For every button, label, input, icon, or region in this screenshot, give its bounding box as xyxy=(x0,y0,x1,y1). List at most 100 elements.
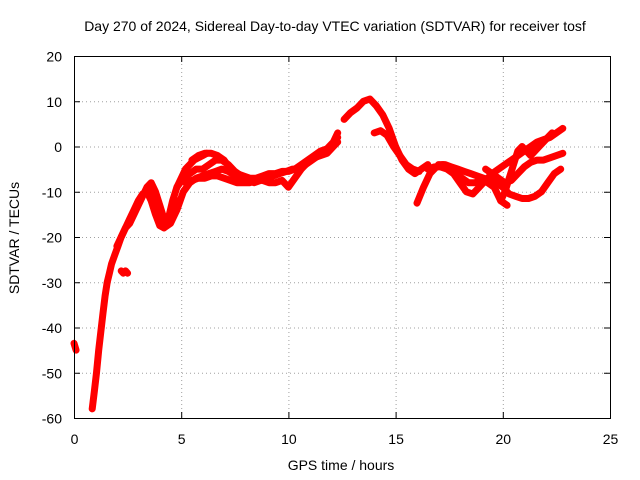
data-point-marker xyxy=(285,168,292,175)
series-arc-3 xyxy=(117,267,132,277)
series-trace xyxy=(117,267,132,277)
data-point-marker xyxy=(519,143,526,150)
data-point-marker xyxy=(317,148,324,155)
gridlines xyxy=(74,56,610,418)
data-point-marker xyxy=(471,179,478,186)
data-point-marker xyxy=(180,188,187,195)
series-arc-4 xyxy=(113,179,181,250)
y-tick-label: -40 xyxy=(42,320,62,336)
data-point-marker xyxy=(298,161,305,168)
data-point-marker xyxy=(188,157,195,164)
data-point-marker xyxy=(199,166,206,173)
y-tick-label: 0 xyxy=(54,139,62,155)
data-point-marker xyxy=(104,279,111,286)
data-point-marker xyxy=(384,132,391,139)
data-point-marker xyxy=(148,188,155,195)
data-point-marker xyxy=(135,202,142,209)
data-point-marker xyxy=(102,292,109,299)
data-point-marker xyxy=(195,175,202,182)
data-point-marker xyxy=(240,179,247,186)
data-point-marker xyxy=(396,152,403,159)
data-point-marker xyxy=(540,138,547,145)
x-tick-label: 0 xyxy=(71,431,79,447)
data-point-marker xyxy=(551,170,558,177)
data-point-marker xyxy=(441,161,448,168)
data-point-marker xyxy=(221,175,228,182)
data-point-marker xyxy=(186,170,193,177)
data-point-marker xyxy=(347,109,354,116)
data-point-marker xyxy=(559,125,566,132)
series-arc-15 xyxy=(497,129,556,205)
data-point-marker xyxy=(420,184,427,191)
data-point-marker xyxy=(386,125,393,132)
data-point-marker xyxy=(161,224,168,231)
data-point-marker xyxy=(253,175,260,182)
data-point-marker xyxy=(122,224,129,231)
data-point-marker xyxy=(549,129,556,136)
data-point-marker xyxy=(89,405,96,412)
data-point-marker xyxy=(435,161,442,168)
data-point-marker xyxy=(240,172,247,179)
data-point-marker xyxy=(143,184,150,191)
data-point-marker xyxy=(379,111,386,118)
data-point-marker xyxy=(221,157,228,164)
data-point-marker xyxy=(538,188,545,195)
y-tick-label: -10 xyxy=(42,184,62,200)
data-point-marker xyxy=(504,202,511,209)
data-point-marker xyxy=(193,166,200,173)
data-point-marker xyxy=(173,184,180,191)
data-point-marker xyxy=(330,138,337,145)
data-point-marker xyxy=(259,172,266,179)
data-point-marker xyxy=(291,175,298,182)
data-point-marker xyxy=(323,145,330,152)
y-tick-label: 10 xyxy=(46,94,62,110)
data-point-marker xyxy=(182,166,189,173)
y-tick-label: -30 xyxy=(42,275,62,291)
data-point-marker xyxy=(474,172,481,179)
data-point-marker xyxy=(97,329,104,336)
y-tick-label: 20 xyxy=(46,49,62,65)
data-point-marker xyxy=(527,152,534,159)
data-point-marker xyxy=(124,270,131,277)
data-point-marker xyxy=(450,170,457,177)
series-arc-13 xyxy=(435,161,565,202)
x-axis: 0 5 10 15 20 25 xyxy=(71,56,618,447)
data-point-marker xyxy=(93,369,100,376)
data-point-marker xyxy=(108,261,115,268)
data-point-marker xyxy=(506,175,513,182)
data-point-marker xyxy=(285,184,292,191)
data-point-marker xyxy=(497,197,504,204)
data-point-marker xyxy=(486,177,493,184)
series-arc-10 xyxy=(370,127,423,175)
chart-title: Day 270 of 2024, Sidereal Day-to-day VTE… xyxy=(84,18,586,34)
data-point-marker xyxy=(510,161,517,168)
data-point-marker xyxy=(113,243,120,250)
data-point-marker xyxy=(489,170,496,177)
data-point-marker xyxy=(218,166,225,173)
data-point-marker xyxy=(501,188,508,195)
data-point-marker xyxy=(482,166,489,173)
data-point-marker xyxy=(534,157,541,164)
series-trace xyxy=(370,127,423,175)
y-axis-title: SDTVAR / TECUs xyxy=(6,182,22,294)
data-point-marker xyxy=(99,310,106,317)
data-point-marker xyxy=(227,177,234,184)
data-point-marker xyxy=(544,179,551,186)
data-point-marker xyxy=(208,150,215,157)
data-point-marker xyxy=(272,170,279,177)
data-point-marker xyxy=(208,172,215,179)
data-point-marker xyxy=(456,179,463,186)
y-tick-label: -20 xyxy=(42,230,62,246)
data-point-marker xyxy=(469,191,476,198)
data-point-marker xyxy=(463,188,470,195)
x-tick-label: 10 xyxy=(281,431,297,447)
data-point-marker xyxy=(465,179,472,186)
data-point-marker xyxy=(118,234,125,240)
data-point-marker xyxy=(467,170,474,177)
data-point-marker xyxy=(454,166,461,173)
y-tick-label: -50 xyxy=(42,365,62,381)
data-point-marker xyxy=(201,150,208,157)
data-point-marker xyxy=(371,129,378,136)
data-point-marker xyxy=(553,152,560,159)
